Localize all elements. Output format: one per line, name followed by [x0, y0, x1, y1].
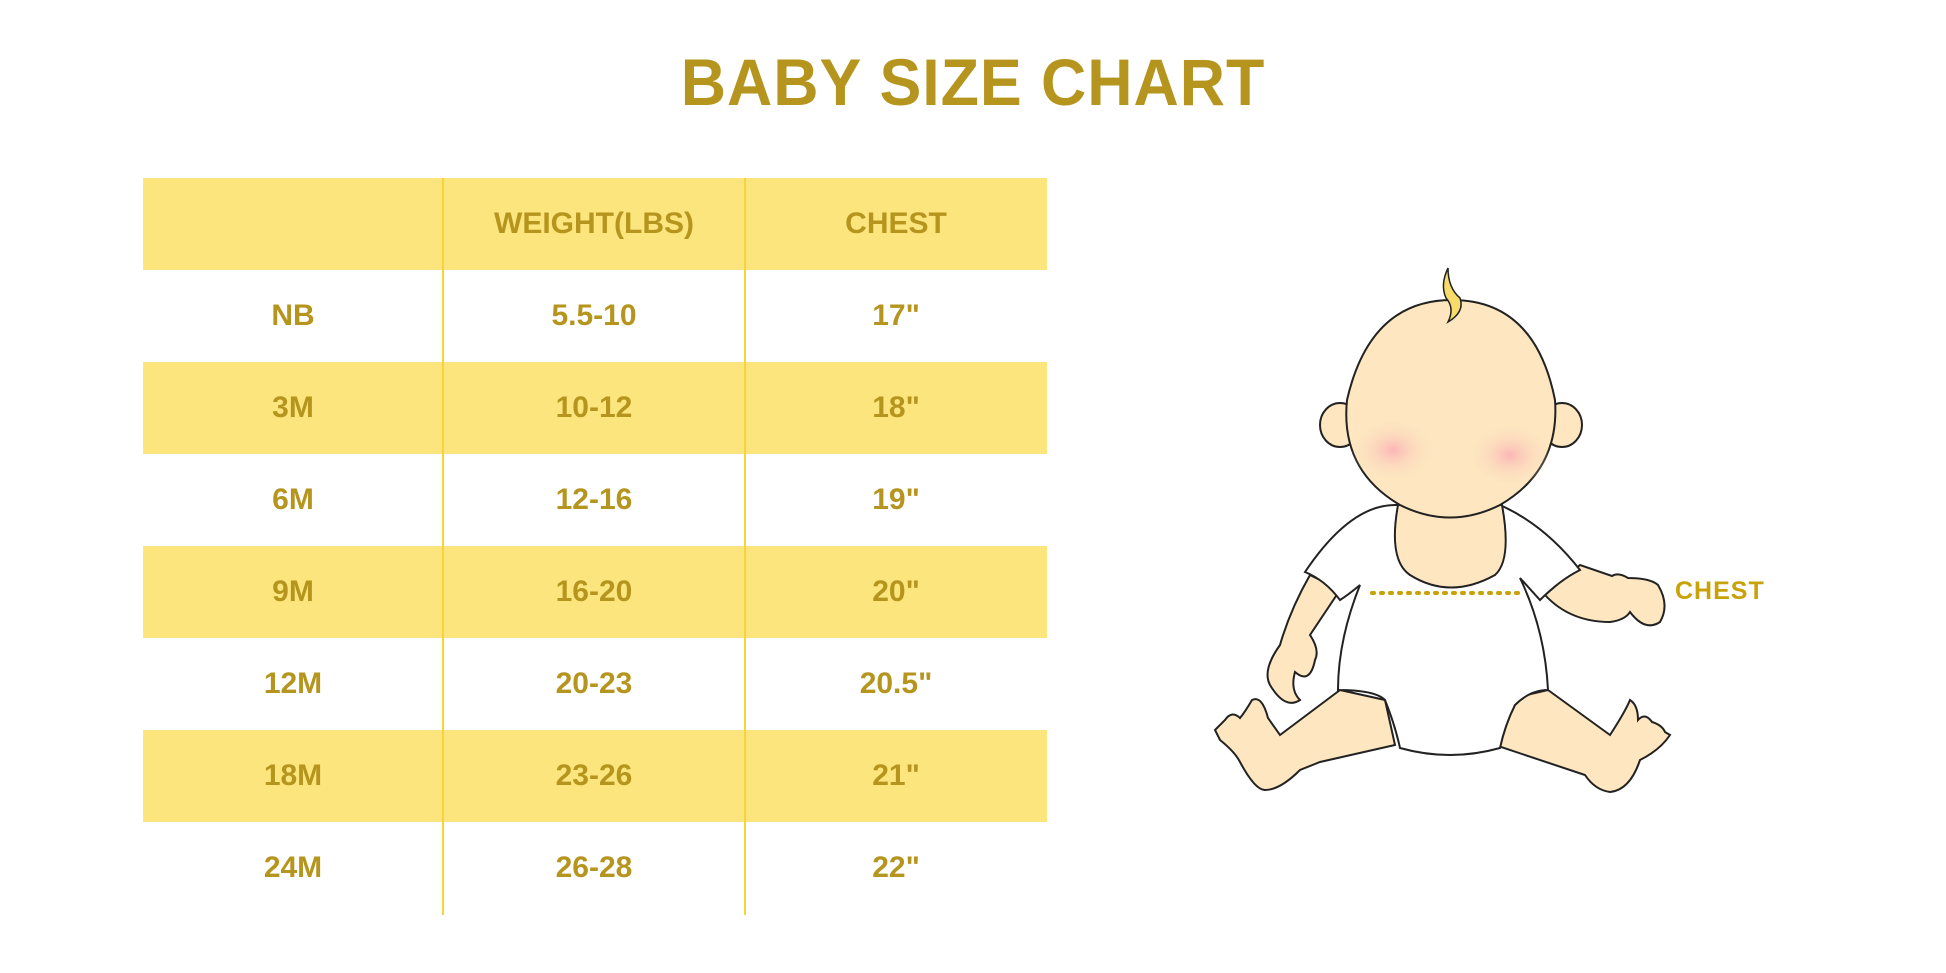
size-cell: 3M [272, 391, 314, 424]
chest-cell: 19" [872, 483, 920, 516]
column-divider [442, 178, 444, 915]
table-row: 24M 26-28 22" [143, 822, 1047, 914]
chest-label: CHEST [1675, 577, 1765, 605]
weight-cell: 20-23 [555, 667, 633, 700]
table-row: 9M 16-20 20" [143, 546, 1047, 638]
size-cell: NB [271, 299, 315, 332]
size-cell: 18M [263, 759, 323, 792]
table-row: 12M 20-23 20.5" [143, 638, 1047, 730]
table-row: NB 5.5-10 17" [143, 270, 1047, 362]
size-cell: 24M [263, 851, 323, 884]
chest-cell: 21" [872, 759, 920, 792]
size-table: WEIGHT(LBS) CHEST NB 5.5-10 17" 3M 10-12… [143, 178, 1047, 914]
table-row: 6M 12-16 19" [143, 454, 1047, 546]
chest-cell: 22" [872, 851, 920, 884]
header-chest: CHEST [845, 207, 947, 240]
header-weight: WEIGHT(LBS) [494, 207, 694, 240]
table-header-row: WEIGHT(LBS) CHEST [143, 178, 1047, 270]
size-cell: 12M [263, 667, 323, 700]
table-row: 3M 10-12 18" [143, 362, 1047, 454]
size-cell: 9M [272, 575, 314, 608]
weight-cell: 5.5-10 [551, 299, 637, 332]
weight-cell: 16-20 [555, 575, 633, 608]
column-divider [744, 178, 746, 915]
chest-cell: 17" [872, 299, 920, 332]
weight-cell: 12-16 [555, 483, 633, 516]
weight-cell: 10-12 [555, 391, 633, 424]
chest-cell: 20.5" [859, 667, 933, 700]
page-title: BABY SIZE CHART [680, 45, 1266, 119]
size-cell: 6M [272, 483, 314, 516]
weight-cell: 26-28 [555, 851, 633, 884]
weight-cell: 23-26 [555, 759, 633, 792]
table-row: 18M 23-26 21" [143, 730, 1047, 822]
chest-cell: 20" [872, 575, 920, 608]
chest-cell: 18" [872, 391, 920, 424]
